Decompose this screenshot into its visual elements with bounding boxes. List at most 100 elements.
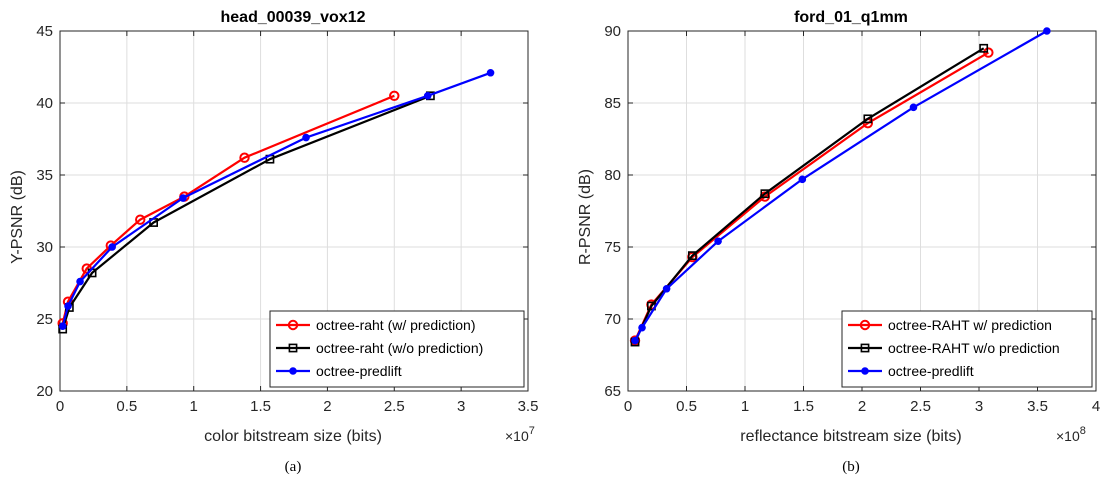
- x-multiplier-exponent: 8: [1080, 425, 1086, 437]
- legend-label: octree-RAHT w/o prediction: [888, 340, 1060, 356]
- x-multiplier-exponent: 7: [529, 425, 535, 437]
- series-circle-open: [57, 90, 400, 329]
- legend: octree-RAHT w/ prediction octree-RAHT w/o…: [841, 310, 1093, 388]
- y-tick-label: 25: [36, 311, 53, 328]
- x-tick-label: 0: [624, 398, 632, 415]
- series-layer: [629, 27, 1051, 347]
- x-tick-label: 2.5: [384, 398, 405, 415]
- legend-marker: [860, 343, 870, 353]
- x-tick-label: 1.5: [793, 398, 814, 415]
- x-tick-label: 2.5: [910, 398, 931, 415]
- data-point: [863, 114, 873, 124]
- data-point: [64, 302, 72, 310]
- legend-entry: octree-raht (w/o prediction): [276, 340, 483, 356]
- legend-entry: octree-predlift: [276, 363, 402, 379]
- series-square-open: [630, 43, 989, 347]
- series-square-open: [58, 91, 435, 334]
- data-point: [179, 194, 187, 202]
- data-point: [798, 175, 807, 184]
- y-tick-label: 85: [604, 95, 621, 112]
- x-tick-label: 0.5: [676, 398, 697, 415]
- legend-label: octree-raht (w/ prediction): [316, 317, 476, 333]
- y-axis-label: R-PSNR (dB): [577, 169, 594, 265]
- legend-label: octree-predlift: [888, 363, 974, 379]
- y-tick-label: 90: [604, 23, 621, 40]
- legend-marker: [287, 319, 299, 331]
- legend-marker: [288, 343, 298, 353]
- x-tick-label: 2: [858, 398, 866, 415]
- x-tick-label: 3.5: [518, 398, 539, 415]
- x-tick-label: 2: [323, 398, 331, 415]
- data-point: [979, 43, 989, 53]
- data-point: [662, 284, 671, 293]
- chart-title: head_00039_vox12: [221, 9, 366, 26]
- legend-label: octree-raht (w/o prediction): [316, 340, 483, 356]
- series-layer: [57, 68, 495, 334]
- y-tick-label: 70: [604, 311, 621, 328]
- x-tick-label: 3: [975, 398, 983, 415]
- legend-label: octree-RAHT w/ prediction: [888, 317, 1052, 333]
- x-tick-label: 3.5: [1027, 398, 1048, 415]
- data-point: [76, 277, 84, 286]
- data-point: [239, 152, 250, 163]
- data-point: [58, 322, 67, 331]
- legend-marker: [861, 367, 869, 375]
- x-tick-label: 3: [457, 398, 465, 415]
- y-tick-label: 35: [36, 167, 53, 184]
- x-tick-label: 1.5: [250, 398, 271, 415]
- y-tick-label: 30: [36, 239, 53, 256]
- x-multiplier: ×108: [1056, 425, 1086, 444]
- grid: [60, 31, 528, 391]
- legend-entry: octree-RAHT w/ prediction: [848, 317, 1052, 333]
- legend-marker: [859, 319, 871, 331]
- x-multiplier: ×107: [505, 425, 535, 444]
- chart-panel-b: ford_01_q1mm 0 0.5 1 1.5 2 2.5 3 3.5 4 65 70 75 80 85…: [577, 9, 1100, 475]
- data-point: [638, 323, 646, 332]
- data-point: [714, 237, 722, 246]
- data-point: [302, 133, 310, 142]
- data-point: [486, 68, 495, 77]
- series-line: [634, 30, 1048, 342]
- legend-entry: octree-predlift: [848, 363, 974, 379]
- legend-box: [269, 310, 525, 388]
- series-line: [61, 94, 431, 330]
- x-tick-label: 1: [190, 398, 198, 415]
- data-point: [760, 189, 770, 199]
- axis-ticks: 0 0.5 1 1.5 2 2.5 3 3.5 4 65 70 75 80 85 90: [604, 23, 1100, 415]
- data-point: [687, 251, 697, 261]
- axis-ticks: 0 0.5 1 1.5 2 2.5 3 3.5 20 25 30 35 40 45: [36, 23, 538, 415]
- y-tick-label: 45: [36, 23, 53, 40]
- plot-frame: [59, 30, 529, 392]
- data-point: [909, 103, 918, 112]
- data-point: [389, 90, 400, 102]
- series-line: [61, 94, 395, 324]
- y-tick-label: 40: [36, 95, 53, 112]
- legend-label: octree-predlift: [316, 363, 402, 379]
- data-point: [108, 243, 116, 251]
- y-tick-label: 75: [604, 239, 621, 256]
- chart-panel-a: head_00039_vox12 0 0.5 1 1.5 2 2.5 3 3.5 20 25 30 3…: [9, 9, 538, 475]
- series-dot: [631, 27, 1051, 345]
- data-point: [631, 336, 639, 345]
- legend-box: [841, 310, 1093, 388]
- legend-marker: [289, 367, 297, 375]
- x-axis-label: reflectance bitstream size (bits): [740, 428, 961, 445]
- caption: (b): [842, 459, 860, 475]
- x-tick-label: 0: [56, 398, 64, 415]
- legend: octree-raht (w/ prediction) octree-raht (…: [269, 310, 525, 388]
- legend-entry: octree-RAHT w/o prediction: [848, 340, 1060, 356]
- x-tick-label: 1: [741, 398, 749, 415]
- series-dot: [58, 68, 495, 331]
- x-tick-label: 4: [1092, 398, 1100, 415]
- data-point: [1043, 27, 1051, 35]
- y-tick-label: 80: [604, 167, 621, 184]
- legend-entry: octree-raht (w/ prediction): [276, 317, 476, 333]
- y-axis-label: Y-PSNR (dB): [9, 170, 26, 264]
- caption: (a): [285, 459, 302, 475]
- x-tick-label: 0.5: [116, 398, 137, 415]
- y-tick-label: 20: [36, 383, 53, 400]
- chart-title: ford_01_q1mm: [794, 9, 908, 26]
- series-line: [61, 71, 491, 327]
- y-tick-label: 65: [604, 383, 621, 400]
